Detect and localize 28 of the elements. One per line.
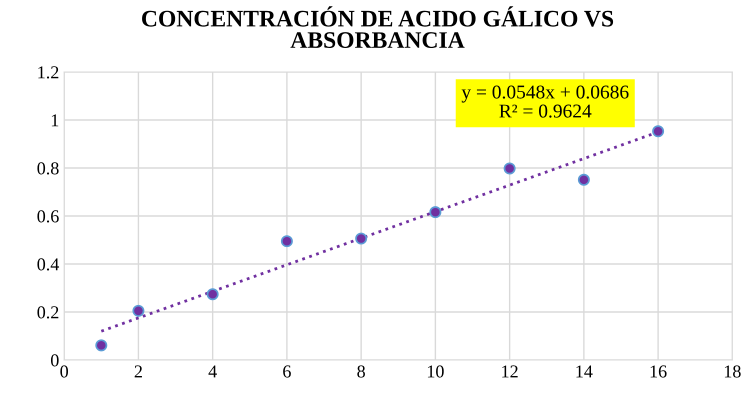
point [355, 232, 368, 245]
point [504, 162, 516, 174]
point [578, 174, 590, 186]
x-tick-label: 4 [208, 366, 217, 378]
y-tick-label: 0.2 [37, 306, 58, 319]
y-tick-label: 1.2 [38, 66, 58, 79]
point [132, 304, 144, 317]
chart-title: CONCENTRACIÓN DE ACIDO GÁLICO VS ABSORBANCIA [142, 6, 614, 48]
x-tick-label: 6 [283, 365, 291, 378]
x-tick-label: 0 [60, 365, 68, 378]
point [429, 206, 442, 218]
y-tick-label: 0.8 [37, 162, 59, 175]
x-tick-label: 18 [724, 365, 741, 378]
x-tick-label: 12 [502, 365, 518, 378]
y-tick-label: 1 [52, 114, 58, 126]
y-tick-label: 0.6 [37, 210, 59, 223]
x-tick-label: 10 [428, 365, 444, 378]
point [652, 125, 664, 138]
point [280, 235, 293, 248]
x-tick-label: 16 [650, 365, 667, 378]
point [206, 288, 219, 300]
x-tick-label: 8 [357, 365, 365, 378]
point [95, 339, 108, 352]
y-tick-label: 0.4 [37, 258, 60, 271]
annotation: y = 0.0548x + 0.0686 R² = 0.9624 [462, 85, 629, 118]
y-tick-label: 0 [50, 354, 59, 366]
x-tick-label: 2 [134, 365, 142, 378]
x-tick-label: 14 [576, 365, 593, 378]
